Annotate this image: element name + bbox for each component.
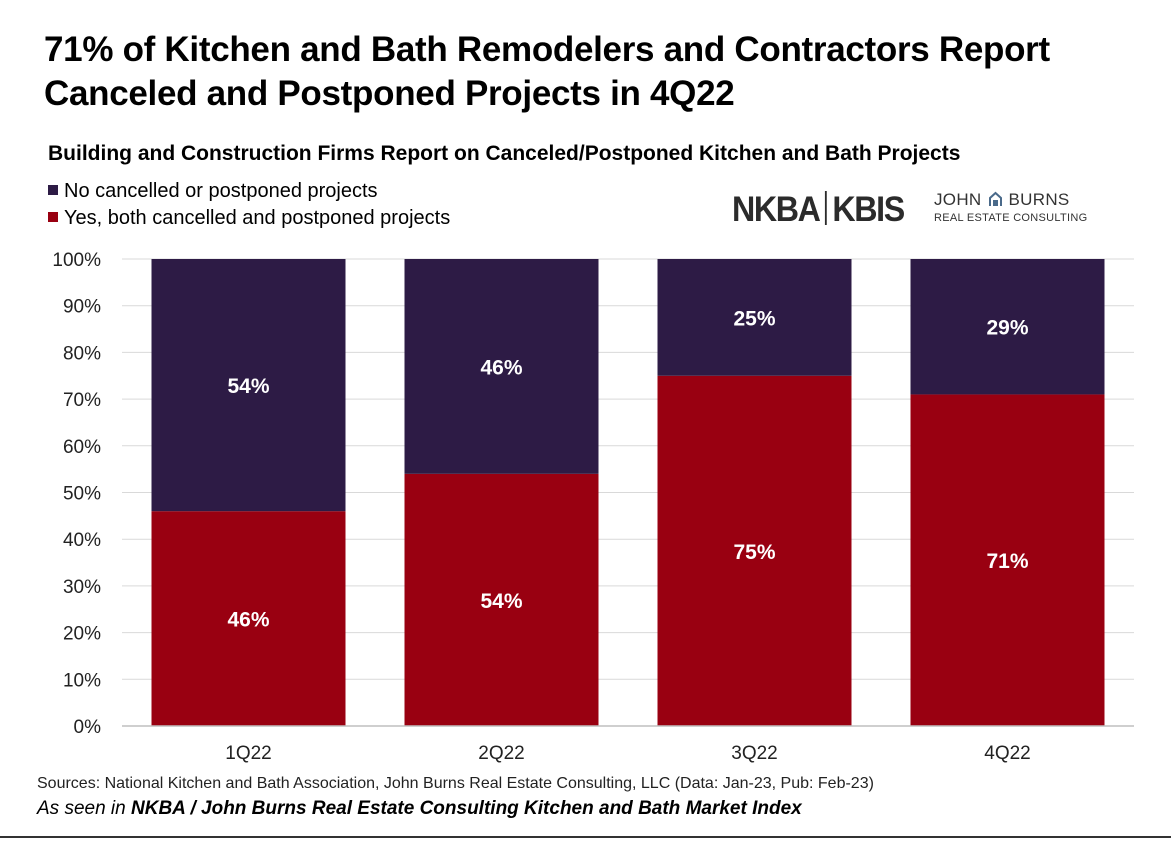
data-label: 25% — [733, 307, 775, 330]
legend-item-yes: Yes, both cancelled and postponed projec… — [48, 205, 450, 232]
y-tick-label: 70% — [63, 390, 101, 411]
sources-note: Sources: National Kitchen and Bath Assoc… — [37, 775, 874, 792]
nkba-logo-text: NKBA — [732, 190, 821, 229]
bar-segment — [910, 259, 1105, 395]
x-tick-label: 4Q22 — [984, 743, 1030, 764]
bar-segment — [910, 394, 1105, 726]
legend-label-yes: Yes, both cancelled and postponed projec… — [64, 207, 451, 229]
y-tick-label: 0% — [74, 717, 102, 738]
y-tick-label: 40% — [63, 530, 101, 551]
data-label: 29% — [986, 317, 1028, 340]
x-tick-label: 2Q22 — [478, 743, 524, 764]
bar-segment — [404, 473, 599, 726]
y-tick-label: 90% — [63, 297, 101, 318]
y-tick-label: 20% — [63, 624, 101, 645]
bar-segment — [657, 375, 852, 726]
jb-logo-word-2: BURNS — [1008, 190, 1070, 209]
y-tick-label: 80% — [63, 343, 101, 364]
y-tick-label: 60% — [63, 437, 101, 458]
chart-legend: No cancelled or postponed projects Yes, … — [48, 178, 450, 232]
seen-in-prefix: As seen in — [37, 798, 131, 819]
data-label: 46% — [480, 356, 522, 379]
y-tick-label: 100% — [52, 250, 101, 271]
bar-segment — [151, 511, 346, 726]
y-tick-label: 30% — [63, 577, 101, 598]
legend-swatch-yes — [48, 212, 58, 222]
y-tick-label: 50% — [63, 484, 101, 505]
chart-subtitle: Building and Construction Firms Report o… — [48, 142, 961, 165]
logo-separator — [825, 191, 827, 225]
data-label: 54% — [480, 590, 522, 613]
john-burns-logo: JOHN BURNS REAL ESTATE CONSULTING — [934, 190, 1088, 224]
jb-logo-subtitle: REAL ESTATE CONSULTING — [934, 212, 1088, 224]
seen-in-note: As seen in NKBA / John Burns Real Estate… — [37, 798, 802, 820]
data-label: 75% — [733, 541, 775, 564]
kbis-logo-text: KBIS — [832, 190, 905, 229]
bar-segment — [151, 259, 346, 512]
bar-segment — [404, 259, 599, 474]
data-label: 46% — [227, 609, 269, 632]
data-label: 54% — [227, 375, 269, 398]
legend-item-no: No cancelled or postponed projects — [48, 178, 450, 205]
house-icon — [988, 191, 1002, 206]
bottom-rule — [0, 836, 1171, 838]
x-tick-label: 3Q22 — [731, 743, 777, 764]
data-label: 71% — [986, 550, 1028, 573]
bar-segment — [657, 259, 852, 376]
x-tick-label: 1Q22 — [225, 743, 271, 764]
seen-in-source: NKBA / John Burns Real Estate Consulting… — [131, 798, 802, 819]
y-tick-label: 10% — [63, 670, 101, 691]
nkba-kbis-logo: NKBA KBIS — [732, 190, 905, 230]
legend-swatch-no — [48, 185, 58, 195]
jb-logo-word-1: JOHN — [934, 190, 982, 209]
legend-label-no: No cancelled or postponed projects — [64, 180, 378, 202]
page-title: 71% of Kitchen and Bath Remodelers and C… — [44, 30, 1050, 113]
